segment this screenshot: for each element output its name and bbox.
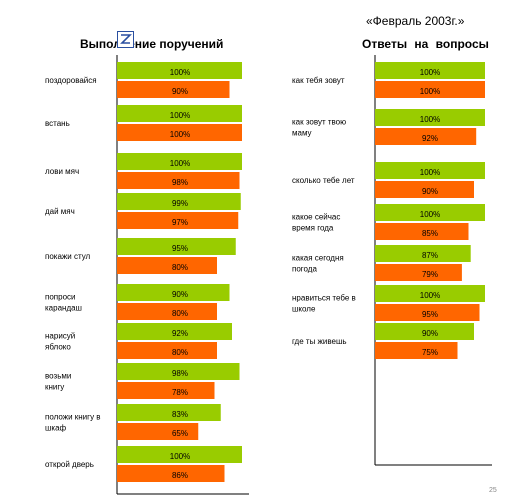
bar-orange xyxy=(375,223,469,240)
category-label: дай мяч xyxy=(45,207,75,216)
category-label: нравиться тебе в школе xyxy=(292,294,356,314)
data-label: 90% xyxy=(172,87,188,96)
bar-orange xyxy=(375,342,458,359)
category-label: как зовут твою маму xyxy=(292,118,346,138)
data-label: 92% xyxy=(172,329,188,338)
category-label: положи книгу в шкаф xyxy=(45,413,101,433)
data-label: 86% xyxy=(172,471,188,480)
data-label: 100% xyxy=(170,111,190,120)
category-label: попроси карандаш xyxy=(45,293,82,313)
pen-icon xyxy=(117,31,134,48)
category-label: возьми книгу xyxy=(45,372,71,392)
data-label: 98% xyxy=(172,178,188,187)
data-label: 80% xyxy=(172,348,188,357)
bar-green xyxy=(117,193,241,210)
bar-orange xyxy=(117,81,230,98)
data-label: 100% xyxy=(420,115,440,124)
category-label: нарисуй яблоко xyxy=(45,332,75,352)
bar-green xyxy=(375,323,474,340)
data-label: 90% xyxy=(172,290,188,299)
data-label: 99% xyxy=(172,199,188,208)
category-label: сколько тебе лет xyxy=(292,176,355,185)
bar-orange xyxy=(375,304,480,321)
data-label: 100% xyxy=(420,68,440,77)
bar-green xyxy=(117,363,240,380)
data-label: 79% xyxy=(422,270,438,279)
bar-orange xyxy=(117,212,239,229)
page-number: 25 xyxy=(489,487,497,494)
category-label: открой дверь xyxy=(45,460,94,469)
bar-green xyxy=(117,105,242,122)
bar-green xyxy=(375,245,471,262)
data-label: 100% xyxy=(170,130,190,139)
data-label: 90% xyxy=(422,329,438,338)
bar-green xyxy=(375,109,485,126)
bar-orange xyxy=(117,124,242,141)
right-chart-title: Ответы на вопросы xyxy=(362,37,489,51)
category-label: встань xyxy=(45,119,70,128)
left-chart-title: Выполнение поручений xyxy=(80,37,224,51)
data-label: 100% xyxy=(420,210,440,219)
bar-green xyxy=(117,446,242,463)
category-label: какая сегодня погода xyxy=(292,254,344,274)
data-label: 87% xyxy=(422,251,438,260)
bar-orange xyxy=(375,128,477,145)
category-label: где ты живешь xyxy=(292,337,347,346)
bar-green xyxy=(117,284,230,301)
data-label: 83% xyxy=(172,410,188,419)
bar-orange xyxy=(117,423,199,440)
bar-orange xyxy=(117,342,217,359)
category-label: лови мяч xyxy=(45,167,79,176)
bar-orange xyxy=(117,172,240,189)
category-label: поздоровайся xyxy=(45,76,97,85)
data-label: 100% xyxy=(170,159,190,168)
bar-green xyxy=(375,285,485,302)
data-label: 80% xyxy=(172,309,188,318)
date-label: «Февраль 2003г.» xyxy=(366,14,465,28)
data-label: 90% xyxy=(422,187,438,196)
data-label: 92% xyxy=(422,134,438,143)
data-label: 78% xyxy=(172,388,188,397)
category-label: покажи стул xyxy=(45,252,91,261)
bar-orange xyxy=(117,465,225,482)
bar-green xyxy=(375,162,485,179)
data-label: 85% xyxy=(422,229,438,238)
bar-orange xyxy=(375,181,474,198)
data-label: 100% xyxy=(170,452,190,461)
data-label: 100% xyxy=(420,168,440,177)
bar-orange xyxy=(375,81,485,98)
bar-green xyxy=(117,238,236,255)
bar-orange xyxy=(117,382,215,399)
bar-green xyxy=(117,153,242,170)
data-label: 65% xyxy=(172,429,188,438)
data-label: 95% xyxy=(422,310,438,319)
data-label: 80% xyxy=(172,263,188,272)
bar-orange xyxy=(375,264,462,281)
data-label: 97% xyxy=(172,218,188,227)
bar-green xyxy=(375,62,485,79)
category-label: какое сейчас время года xyxy=(292,213,340,233)
data-label: 100% xyxy=(420,291,440,300)
data-label: 100% xyxy=(170,68,190,77)
category-label: как тебя зовут xyxy=(292,76,345,85)
bar-orange xyxy=(117,303,217,320)
bar-green xyxy=(117,323,232,340)
bar-orange xyxy=(117,257,217,274)
bar-green xyxy=(375,204,485,221)
data-label: 100% xyxy=(420,87,440,96)
data-label: 95% xyxy=(172,244,188,253)
bar-green xyxy=(117,62,242,79)
bar-green xyxy=(117,404,221,421)
data-label: 75% xyxy=(422,348,438,357)
data-label: 98% xyxy=(172,369,188,378)
